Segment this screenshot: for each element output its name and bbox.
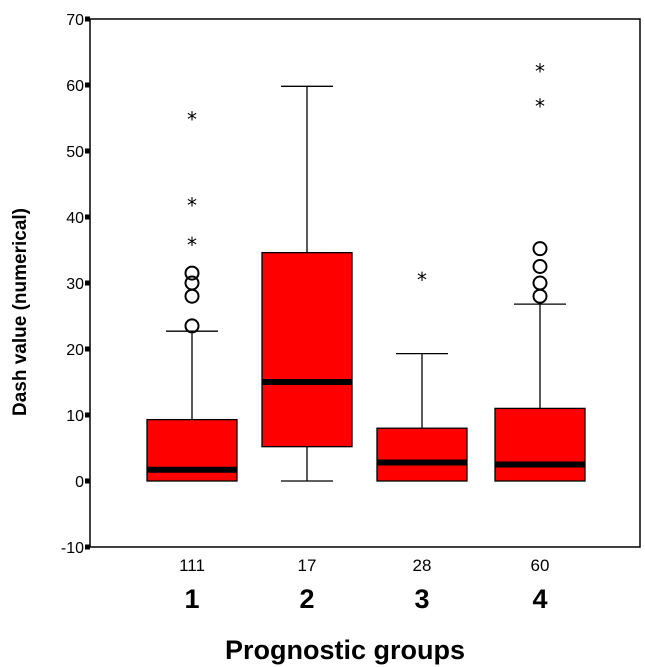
x-axis-title: Prognostic groups bbox=[225, 635, 465, 665]
group-n-label: 60 bbox=[531, 556, 550, 575]
outlier-circle bbox=[184, 275, 200, 291]
y-tick-mark bbox=[85, 148, 90, 154]
outlier-circle bbox=[532, 288, 548, 304]
outlier-star: * bbox=[535, 95, 545, 119]
box-group-2 bbox=[261, 85, 353, 482]
box-group-1: * * * bbox=[146, 108, 238, 482]
outlier-circle bbox=[184, 288, 200, 304]
outlier-star: * bbox=[417, 268, 427, 292]
outlier-star: * bbox=[187, 194, 197, 218]
y-tick-label: -10 bbox=[61, 540, 84, 557]
y-tick-mark bbox=[85, 82, 90, 88]
y-tick-label: 10 bbox=[66, 408, 84, 425]
y-tick-mark bbox=[85, 346, 90, 352]
outlier-star: * bbox=[187, 108, 197, 132]
box bbox=[494, 407, 586, 482]
y-tick-label: 20 bbox=[66, 342, 84, 359]
outlier-circle bbox=[532, 241, 548, 257]
box-group-4: ** bbox=[494, 60, 586, 482]
y-tick-mark bbox=[85, 478, 90, 484]
outlier-circle bbox=[532, 275, 548, 291]
outlier-circle bbox=[184, 265, 200, 281]
y-tick-label: 50 bbox=[66, 144, 84, 161]
box bbox=[261, 251, 353, 448]
y-tick-mark bbox=[85, 16, 90, 22]
group-label: 3 bbox=[414, 584, 429, 614]
y-tick-mark bbox=[85, 214, 90, 220]
outlier-star: * bbox=[535, 60, 545, 84]
outlier-star: * bbox=[187, 233, 197, 257]
boxes: ****** bbox=[146, 60, 586, 482]
y-tick-mark bbox=[85, 280, 90, 286]
group-n-label: 17 bbox=[298, 556, 317, 575]
y-axis: -10 0 10 20 30 40 50 60 70 bbox=[61, 12, 90, 557]
box bbox=[376, 427, 468, 482]
group-label: 2 bbox=[299, 584, 314, 614]
y-tick-label: 40 bbox=[66, 210, 84, 227]
y-axis-title: Dash value (numerical) bbox=[10, 208, 31, 416]
group-n-label: 111 bbox=[179, 556, 205, 575]
y-tick-label: 60 bbox=[66, 78, 84, 95]
box-group-3: * bbox=[376, 268, 468, 482]
y-tick-mark bbox=[85, 544, 90, 550]
group-label: 1 bbox=[184, 584, 199, 614]
group-label: 4 bbox=[532, 584, 547, 614]
y-tick-mark bbox=[85, 412, 90, 418]
outlier-circle bbox=[532, 259, 548, 274]
y-tick-label: 70 bbox=[66, 12, 84, 29]
y-tick-label: 0 bbox=[75, 474, 84, 491]
outlier-circle bbox=[184, 318, 200, 334]
group-n-label: 28 bbox=[413, 556, 432, 575]
y-tick-label: 30 bbox=[66, 276, 84, 293]
